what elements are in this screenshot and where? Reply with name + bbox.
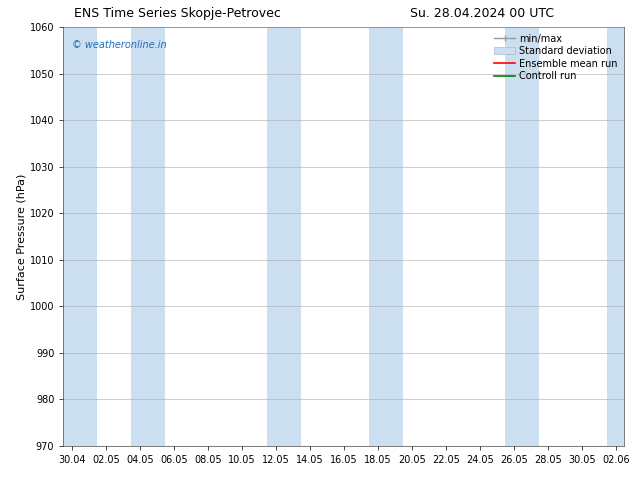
Bar [607, 27, 624, 446]
Text: © weatheronline.in: © weatheronline.in [72, 40, 167, 49]
Bar [268, 27, 301, 446]
Text: Su. 28.04.2024 00 UTC: Su. 28.04.2024 00 UTC [410, 7, 554, 21]
Legend: min/max, Standard deviation, Ensemble mean run, Controll run: min/max, Standard deviation, Ensemble me… [492, 32, 619, 83]
Bar [131, 27, 165, 446]
Bar [63, 27, 98, 446]
Bar [370, 27, 403, 446]
Bar [505, 27, 540, 446]
Text: ENS Time Series Skopje-Petrovec: ENS Time Series Skopje-Petrovec [74, 7, 281, 21]
Y-axis label: Surface Pressure (hPa): Surface Pressure (hPa) [17, 173, 27, 299]
